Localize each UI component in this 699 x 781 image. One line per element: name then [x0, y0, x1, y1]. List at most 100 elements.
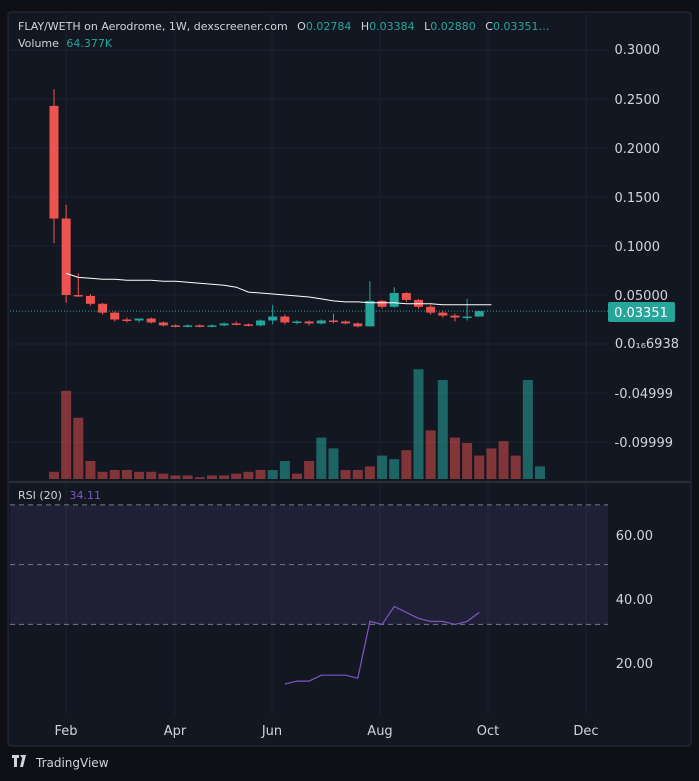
price-axis[interactable]: 0.3000 0.2500 0.2000 0.1500 0.1000 0.050… — [614, 43, 679, 451]
volume-bar — [316, 437, 327, 479]
rsi-line — [284, 605, 480, 685]
volume-bar — [267, 470, 278, 479]
volume-bar — [340, 470, 351, 479]
high-label: H — [361, 20, 369, 33]
candle-body — [450, 315, 460, 318]
rsi-axis[interactable]: 60.00 40.00 20.00 — [616, 529, 653, 672]
time-axis[interactable]: Feb Apr Jun Aug Oct Dec — [54, 724, 598, 739]
volume-bar — [377, 455, 388, 479]
volume-bar — [486, 448, 497, 479]
time-tick: Jun — [261, 724, 282, 739]
time-tick: Apr — [164, 724, 187, 739]
candle-body — [195, 325, 205, 327]
candle-body — [304, 321, 314, 324]
volume-bar — [474, 455, 485, 479]
tradingview-logo-icon — [12, 755, 30, 771]
tradingview-logo[interactable]: TradingView — [12, 755, 109, 771]
rsi-legend: RSI (20) 34.11 — [18, 489, 101, 502]
candle-body — [353, 323, 363, 327]
candlestick-series — [49, 89, 484, 328]
candle-body — [207, 325, 217, 327]
volume-bar — [85, 461, 96, 479]
candle-body — [49, 105, 59, 219]
rsi-tick: 60.00 — [616, 529, 653, 544]
volume-bar — [389, 459, 400, 479]
moving-average-line — [66, 272, 492, 306]
candle-body — [438, 312, 448, 316]
candle-body — [134, 318, 144, 321]
time-tick: Dec — [573, 724, 598, 739]
candle-body — [474, 311, 484, 317]
volume-bar — [243, 471, 254, 479]
price-tick: 0.1500 — [615, 191, 661, 206]
candle-body — [171, 325, 180, 327]
volume-bar — [109, 470, 120, 479]
volume-bar — [158, 473, 169, 479]
volume-bar — [134, 471, 145, 479]
time-tick: Feb — [54, 724, 77, 739]
chart-legend: FLAY/WETH on Aerodrome, 1W, dexscreener.… — [18, 20, 549, 33]
candle-body — [268, 316, 278, 321]
price-tick: 0.2500 — [615, 93, 661, 108]
close-label: C — [485, 20, 493, 33]
volume-bar — [498, 441, 509, 479]
volume-bar — [462, 443, 473, 479]
volume-bar — [121, 470, 132, 479]
rsi-tick: 40.00 — [616, 593, 653, 608]
rsi-label: RSI (20) — [18, 489, 62, 502]
candle-body — [219, 323, 229, 326]
candle-body — [158, 322, 168, 326]
volume-bar — [97, 471, 108, 479]
volume-bar — [170, 475, 181, 479]
low-label: L — [424, 20, 431, 33]
price-tick: 0.3000 — [615, 43, 661, 58]
volume-bar — [535, 466, 545, 479]
current-price-badge: 0.03351 — [608, 302, 675, 322]
volume-bar — [401, 450, 412, 479]
candle-body — [462, 316, 472, 319]
candle-body — [280, 316, 290, 323]
candle-body — [243, 324, 253, 326]
volume-bar — [194, 477, 205, 479]
volume-bar — [49, 471, 59, 479]
candle-body — [316, 320, 326, 324]
candle-body — [98, 303, 108, 313]
price-grid — [10, 14, 608, 715]
volume-bar — [522, 380, 533, 479]
volume-bar — [449, 437, 460, 479]
candle-body — [377, 300, 387, 307]
candle-body — [389, 293, 399, 307]
volume-bar — [292, 473, 302, 479]
candle-body — [426, 306, 436, 313]
candle-body — [401, 293, 411, 300]
high-value: 0.03384 — [369, 20, 415, 33]
volume-bar — [510, 455, 521, 479]
candle-body — [365, 300, 375, 327]
volume-bar — [182, 475, 193, 479]
volume-bar — [206, 475, 217, 479]
open-label: O — [297, 20, 306, 33]
open-value: 0.02784 — [306, 20, 352, 33]
candle-body — [231, 323, 241, 325]
candle-body — [341, 321, 351, 324]
time-tick: Oct — [477, 724, 499, 739]
price-tick: 0.05000 — [614, 289, 668, 304]
candle-body — [328, 320, 338, 322]
candle-body — [61, 218, 71, 296]
candle-body — [85, 295, 95, 304]
price-tick-low: 0.0₁₆6938 — [615, 337, 679, 352]
volume-bar — [73, 417, 84, 479]
volume-bar — [219, 475, 230, 479]
candle-body — [183, 325, 193, 327]
rsi-tick: 20.00 — [616, 657, 653, 672]
rsi-pane — [10, 504, 608, 625]
time-tick: Aug — [367, 724, 392, 739]
volume-bar — [304, 461, 315, 479]
volume-bar — [279, 461, 290, 479]
brand-text: TradingView — [36, 756, 109, 770]
volume-bar — [61, 390, 72, 479]
volume-tick: -0.09999 — [615, 436, 673, 451]
candle-body — [256, 320, 266, 326]
volume-tick: -0.04999 — [615, 387, 673, 402]
